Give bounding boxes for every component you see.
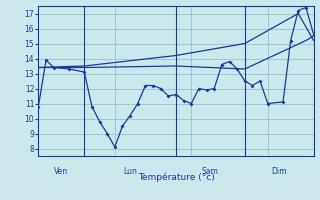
Text: Ven: Ven — [54, 166, 68, 176]
Text: Dim: Dim — [271, 166, 287, 176]
Text: Lun: Lun — [123, 166, 137, 176]
Text: Sam: Sam — [202, 166, 219, 176]
X-axis label: Température (°c): Température (°c) — [138, 173, 214, 182]
